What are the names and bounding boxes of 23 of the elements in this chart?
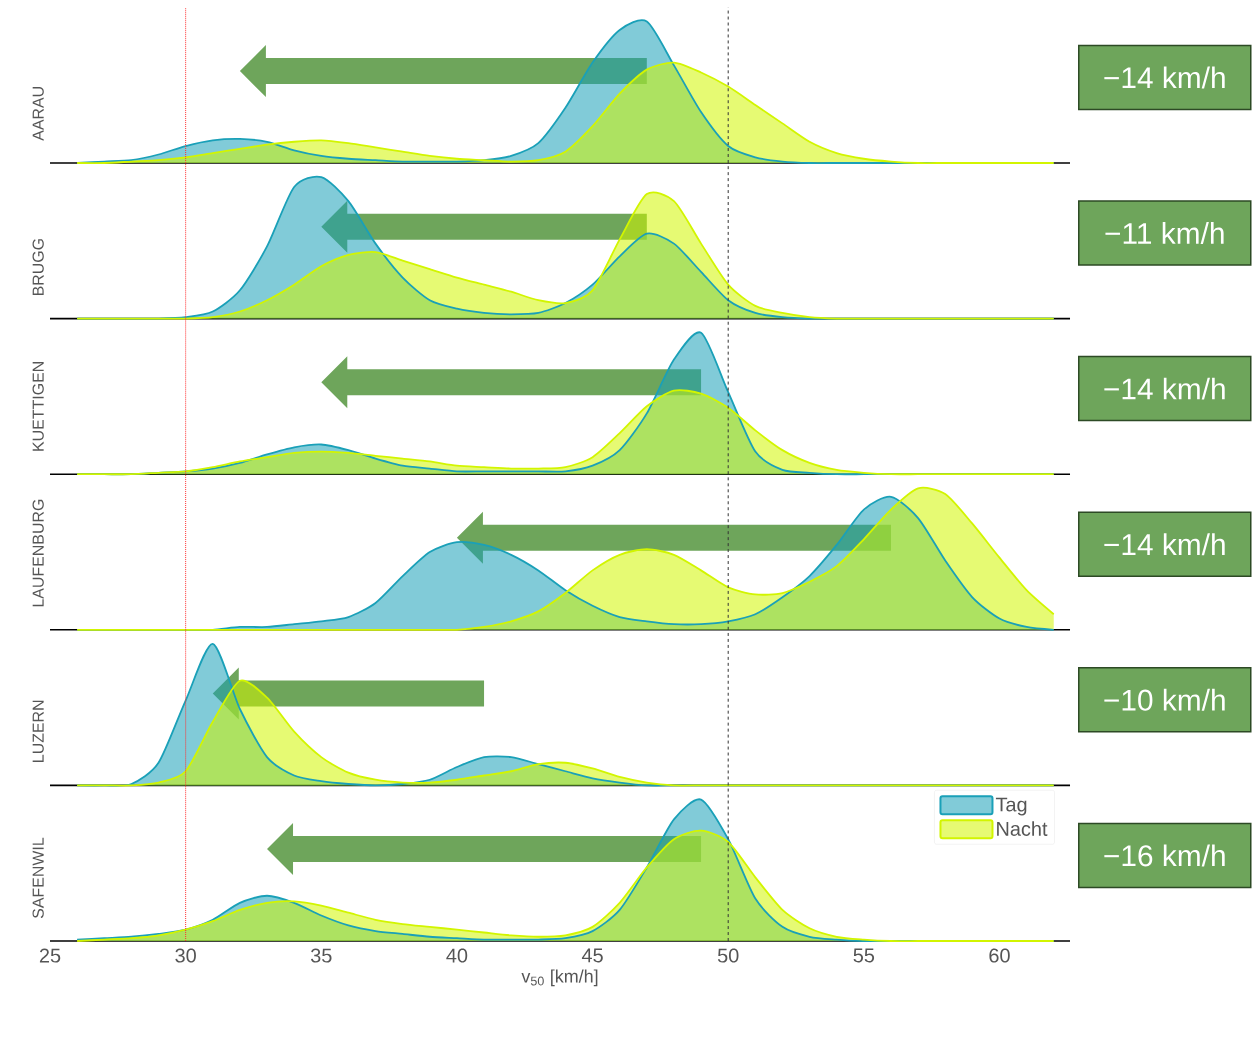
text: −16 km/h — [1104, 844, 1225, 867]
text: −10 km/h — [1104, 688, 1225, 711]
x-tick-label: 35 — [310, 948, 332, 963]
x-tick-label: 45 — [581, 948, 603, 963]
y-axis-title: LAUFENBURG — [32, 499, 44, 607]
y-axis-title: SAFENWIL — [32, 837, 44, 919]
x-tick-label: 55 — [853, 948, 875, 963]
legend-label: Tag — [995, 797, 1027, 816]
x-tick-label: 25 — [39, 948, 61, 963]
x-tick-label: 40 — [446, 948, 468, 963]
x-tick-label: 60 — [989, 948, 1010, 963]
text: −11 km/h — [1105, 222, 1224, 244]
legend-label: Nacht — [997, 821, 1048, 836]
x-tick-label: 50 — [717, 948, 739, 963]
y-axis-title: BRUGG — [32, 239, 44, 296]
text: −14 km/h — [1104, 66, 1225, 89]
y-axis-title: AARAU — [32, 87, 44, 141]
text: −14 km/h — [1104, 533, 1225, 556]
text: −14 km/h — [1104, 377, 1225, 400]
y-axis-title: LUZERN — [32, 700, 44, 762]
x-tick-label: 30 — [175, 948, 196, 963]
y-axis-title: KUETTIGEN — [32, 362, 44, 451]
x-axis-title: v$_{50}$ [km/h] — [521, 969, 598, 987]
